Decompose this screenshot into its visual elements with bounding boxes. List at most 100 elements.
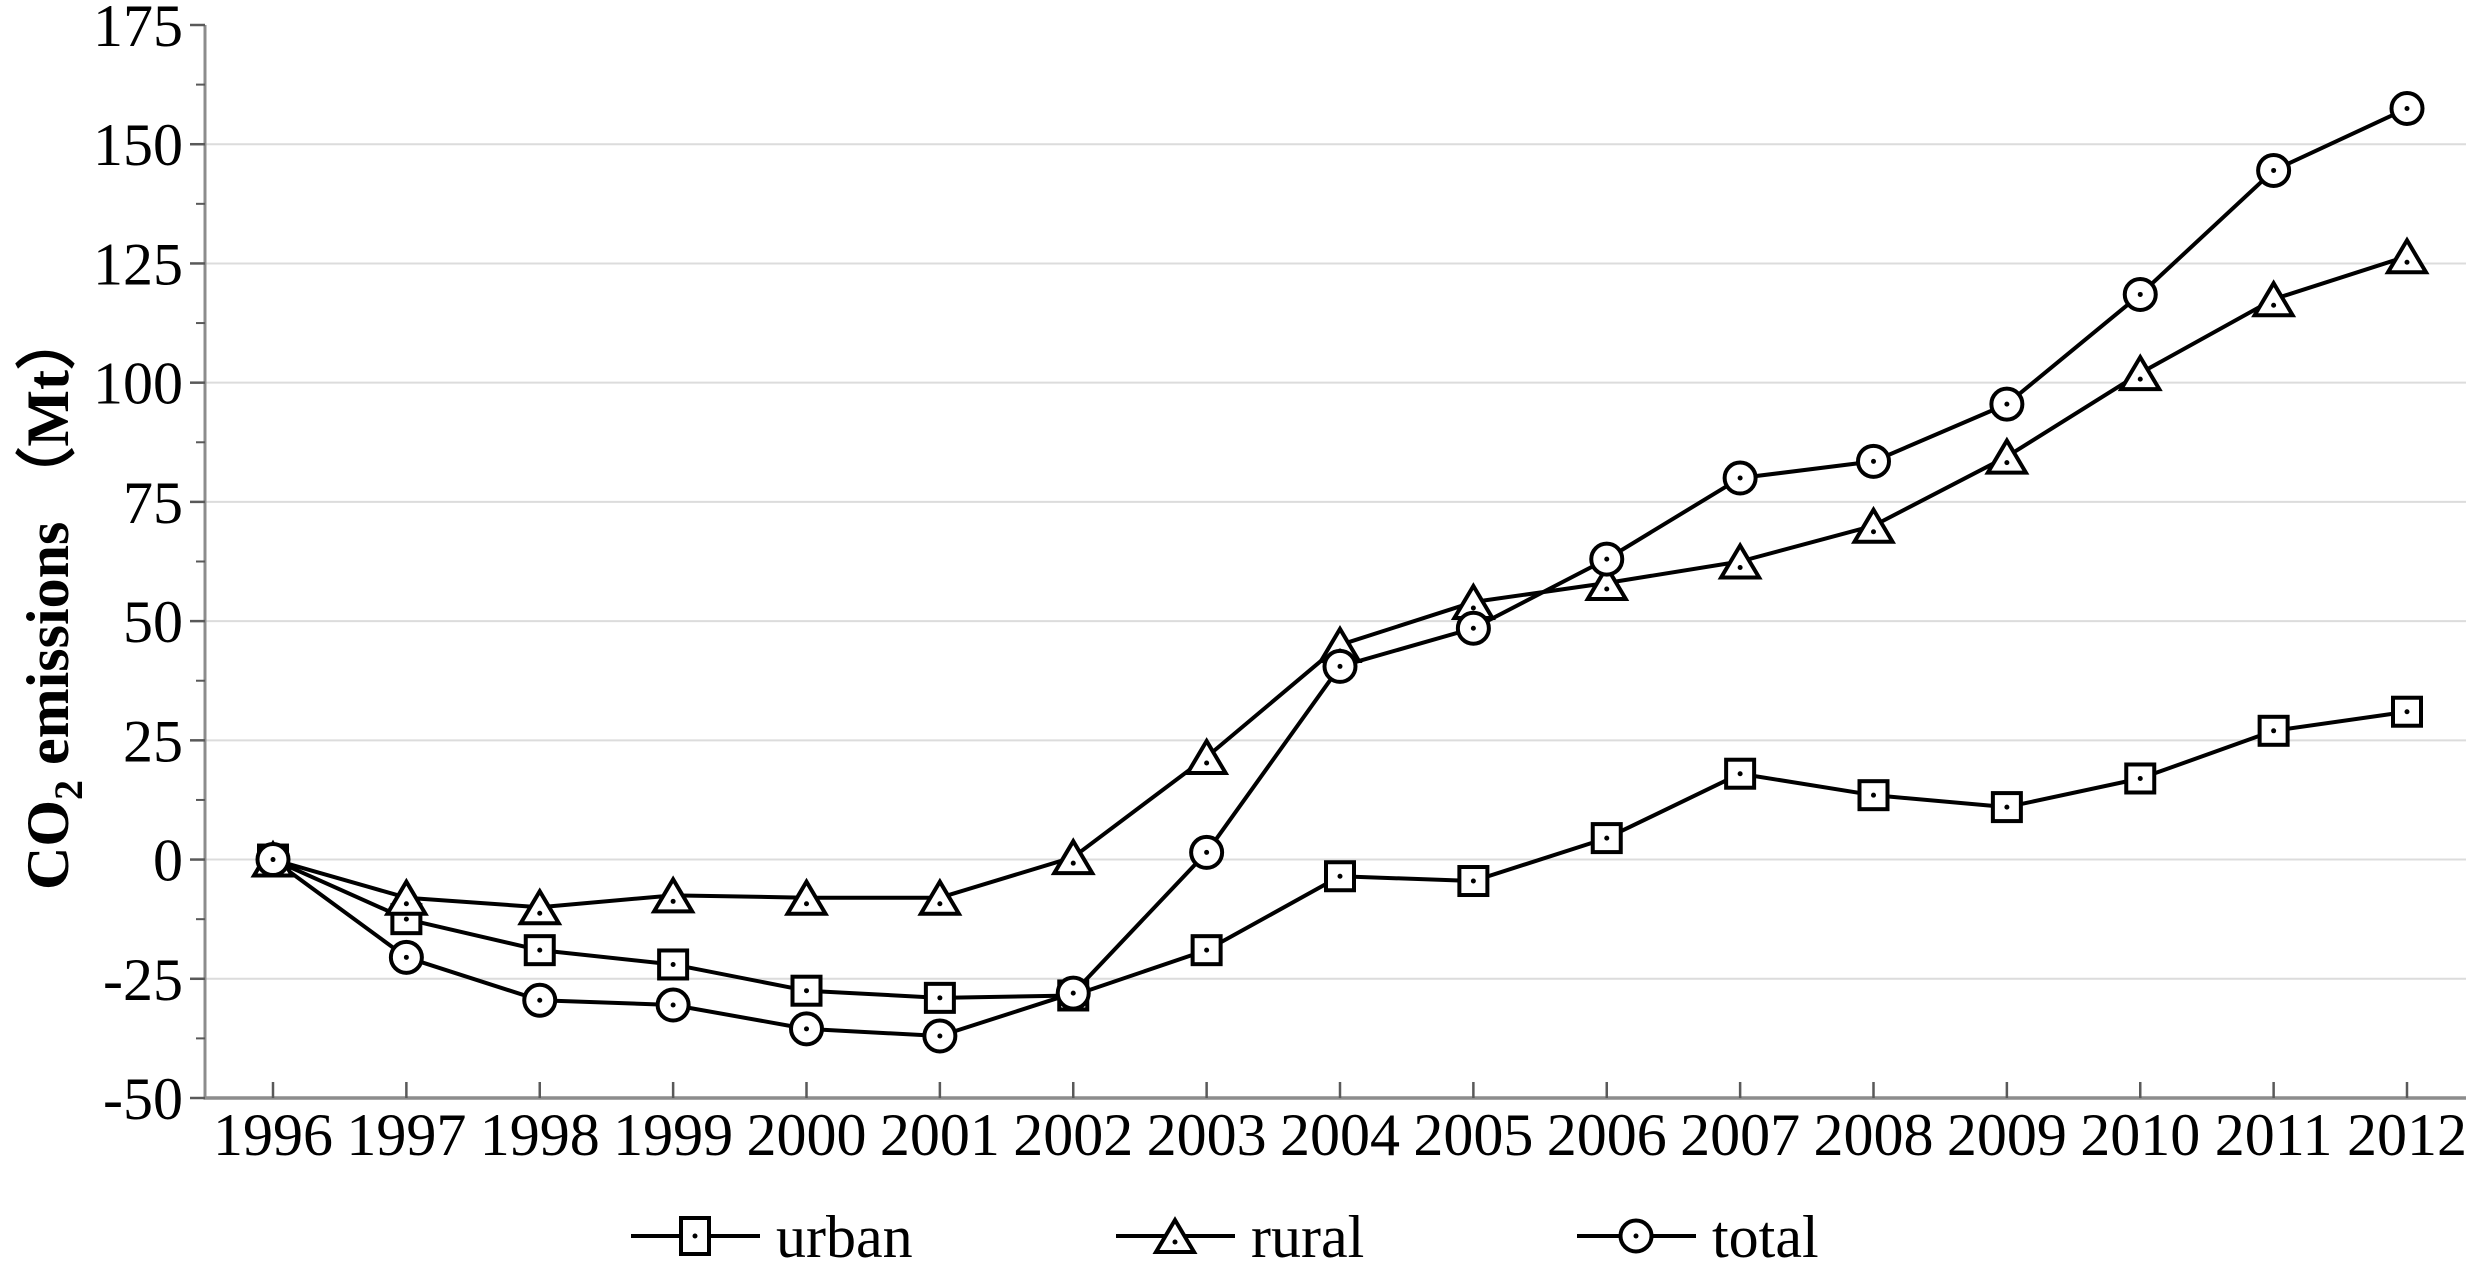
marker-total-2005 — [1455, 610, 1491, 646]
marker-center-dot — [1871, 792, 1876, 798]
triangle-marker — [917, 877, 963, 916]
marker-center-dot — [1633, 1233, 1639, 1239]
x-tick-label: 2010 — [2080, 1102, 2200, 1168]
x-tick-label: 1999 — [613, 1102, 733, 1168]
marker-center-dot — [1871, 458, 1876, 464]
triangle-marker — [1850, 505, 1897, 544]
x-tick-label: 2008 — [1814, 1102, 1934, 1168]
marker-total-2006 — [1589, 541, 1625, 577]
triangle-marker — [517, 887, 563, 926]
marker-center-dot — [1470, 625, 1476, 631]
marker-total-1999 — [655, 987, 691, 1023]
triangle-marker — [783, 877, 830, 916]
marker-urban-1998 — [523, 934, 556, 967]
marker-center-dot — [2004, 460, 2010, 466]
y-axis-title: CO2 emissions （Mt） — [14, 310, 91, 890]
marker-urban-2004 — [1324, 860, 1356, 893]
marker-center-dot — [2404, 259, 2410, 265]
marker-center-dot — [1470, 605, 1476, 611]
x-tick-label: 2007 — [1680, 1102, 1800, 1168]
marker-center-dot — [403, 954, 409, 960]
marker-center-dot — [1470, 878, 1476, 884]
marker-urban-2000 — [790, 974, 823, 1007]
marker-center-dot — [1070, 990, 1076, 996]
marker-center-dot — [2271, 167, 2277, 173]
marker-center-dot — [2271, 728, 2277, 734]
marker-total-2002 — [1055, 975, 1091, 1011]
marker-urban-1999 — [657, 948, 690, 981]
x-axis: 1996 1997 1998 1999 2000 2001 2002 2003 2004 2005… — [213, 1082, 2467, 1168]
legend-label-total: total — [1712, 1204, 1819, 1270]
marker-center-dot — [403, 916, 409, 922]
marker-rural-1997 — [383, 877, 429, 916]
x-tick-label: 2002 — [1013, 1102, 1133, 1168]
x-tick-label: 2005 — [1413, 1102, 1533, 1168]
triangle-marker — [650, 875, 696, 914]
marker-rural-2002 — [1050, 837, 1096, 876]
marker-center-dot — [804, 901, 809, 907]
x-tick-label: 2003 — [1147, 1102, 1267, 1168]
marker-center-dot — [537, 947, 543, 953]
triangle-marker — [2384, 236, 2430, 275]
y-tick-label: 175 — [93, 0, 183, 59]
marker-center-dot — [1337, 663, 1343, 669]
marker-rural-1999 — [650, 875, 696, 914]
legend-item-urban: urban — [631, 1204, 913, 1270]
marker-total-2003 — [1189, 834, 1225, 870]
marker-center-dot — [1172, 1239, 1178, 1245]
marker-total-2001 — [922, 1018, 958, 1054]
legend-label-urban: urban — [776, 1204, 913, 1270]
marker-urban-2001 — [923, 981, 956, 1014]
marker-center-dot — [804, 988, 809, 994]
marker-urban-2006 — [1590, 822, 1623, 855]
y-tick-label: -25 — [103, 947, 183, 1013]
marker-center-dot — [1604, 835, 1610, 841]
marker-center-dot — [937, 1033, 943, 1039]
marker-center-dot — [1871, 529, 1876, 535]
marker-center-dot — [670, 898, 676, 904]
marker-rural-2007 — [1717, 541, 1763, 580]
marker-urban-2008 — [1857, 779, 1890, 812]
marker-rural-2011 — [2251, 279, 2297, 318]
legend-label-rural: rural — [1251, 1204, 1364, 1270]
x-tick-label: 2006 — [1547, 1102, 1667, 1168]
legend-item-total: total — [1577, 1204, 1819, 1270]
marker-rural-2008 — [1850, 505, 1897, 544]
triangle-marker — [1584, 563, 1630, 601]
marker-center-dot — [1737, 565, 1743, 570]
y-tick-label: 75 — [123, 470, 183, 536]
marker-total-1998 — [522, 982, 558, 1018]
triangle-marker — [1984, 436, 2030, 475]
y-axis: -50 -25 0 25 50 75 100 125 150 175 — [93, 0, 205, 1132]
x-tick-label: 1998 — [480, 1102, 600, 1168]
marker-center-dot — [670, 961, 676, 967]
marker-total-2007 — [1722, 460, 1758, 496]
y-tick-label: 25 — [123, 708, 183, 774]
marker-total-2008 — [1856, 443, 1891, 479]
marker-center-dot — [2137, 291, 2143, 297]
triangle-marker — [1184, 737, 1230, 776]
marker-center-dot — [403, 901, 409, 907]
marker-center-dot — [1604, 586, 1610, 592]
marker-total-1996 — [255, 842, 291, 878]
marker-total-2010 — [2122, 276, 2158, 312]
marker-center-dot — [2404, 105, 2410, 111]
marker-center-dot — [692, 1233, 698, 1239]
marker-center-dot — [804, 1026, 809, 1032]
y-tick-label: 50 — [123, 589, 183, 655]
marker-rural-2000 — [783, 877, 830, 916]
x-tick-label: 2011 — [2215, 1102, 2333, 1168]
legend: urban rural total — [631, 1204, 1819, 1270]
marker-rural-2003 — [1184, 737, 1230, 776]
marker-rural-2006 — [1584, 563, 1630, 601]
marker-center-dot — [2004, 804, 2010, 810]
marker-center-dot — [1604, 556, 1610, 562]
y-tick-label: 125 — [93, 231, 183, 297]
marker-center-dot — [537, 910, 543, 916]
marker-urban-2012 — [2391, 695, 2423, 728]
marker-total-2000 — [789, 1011, 824, 1047]
marker-center-dot — [537, 997, 543, 1003]
series-total-markers — [255, 90, 2425, 1054]
